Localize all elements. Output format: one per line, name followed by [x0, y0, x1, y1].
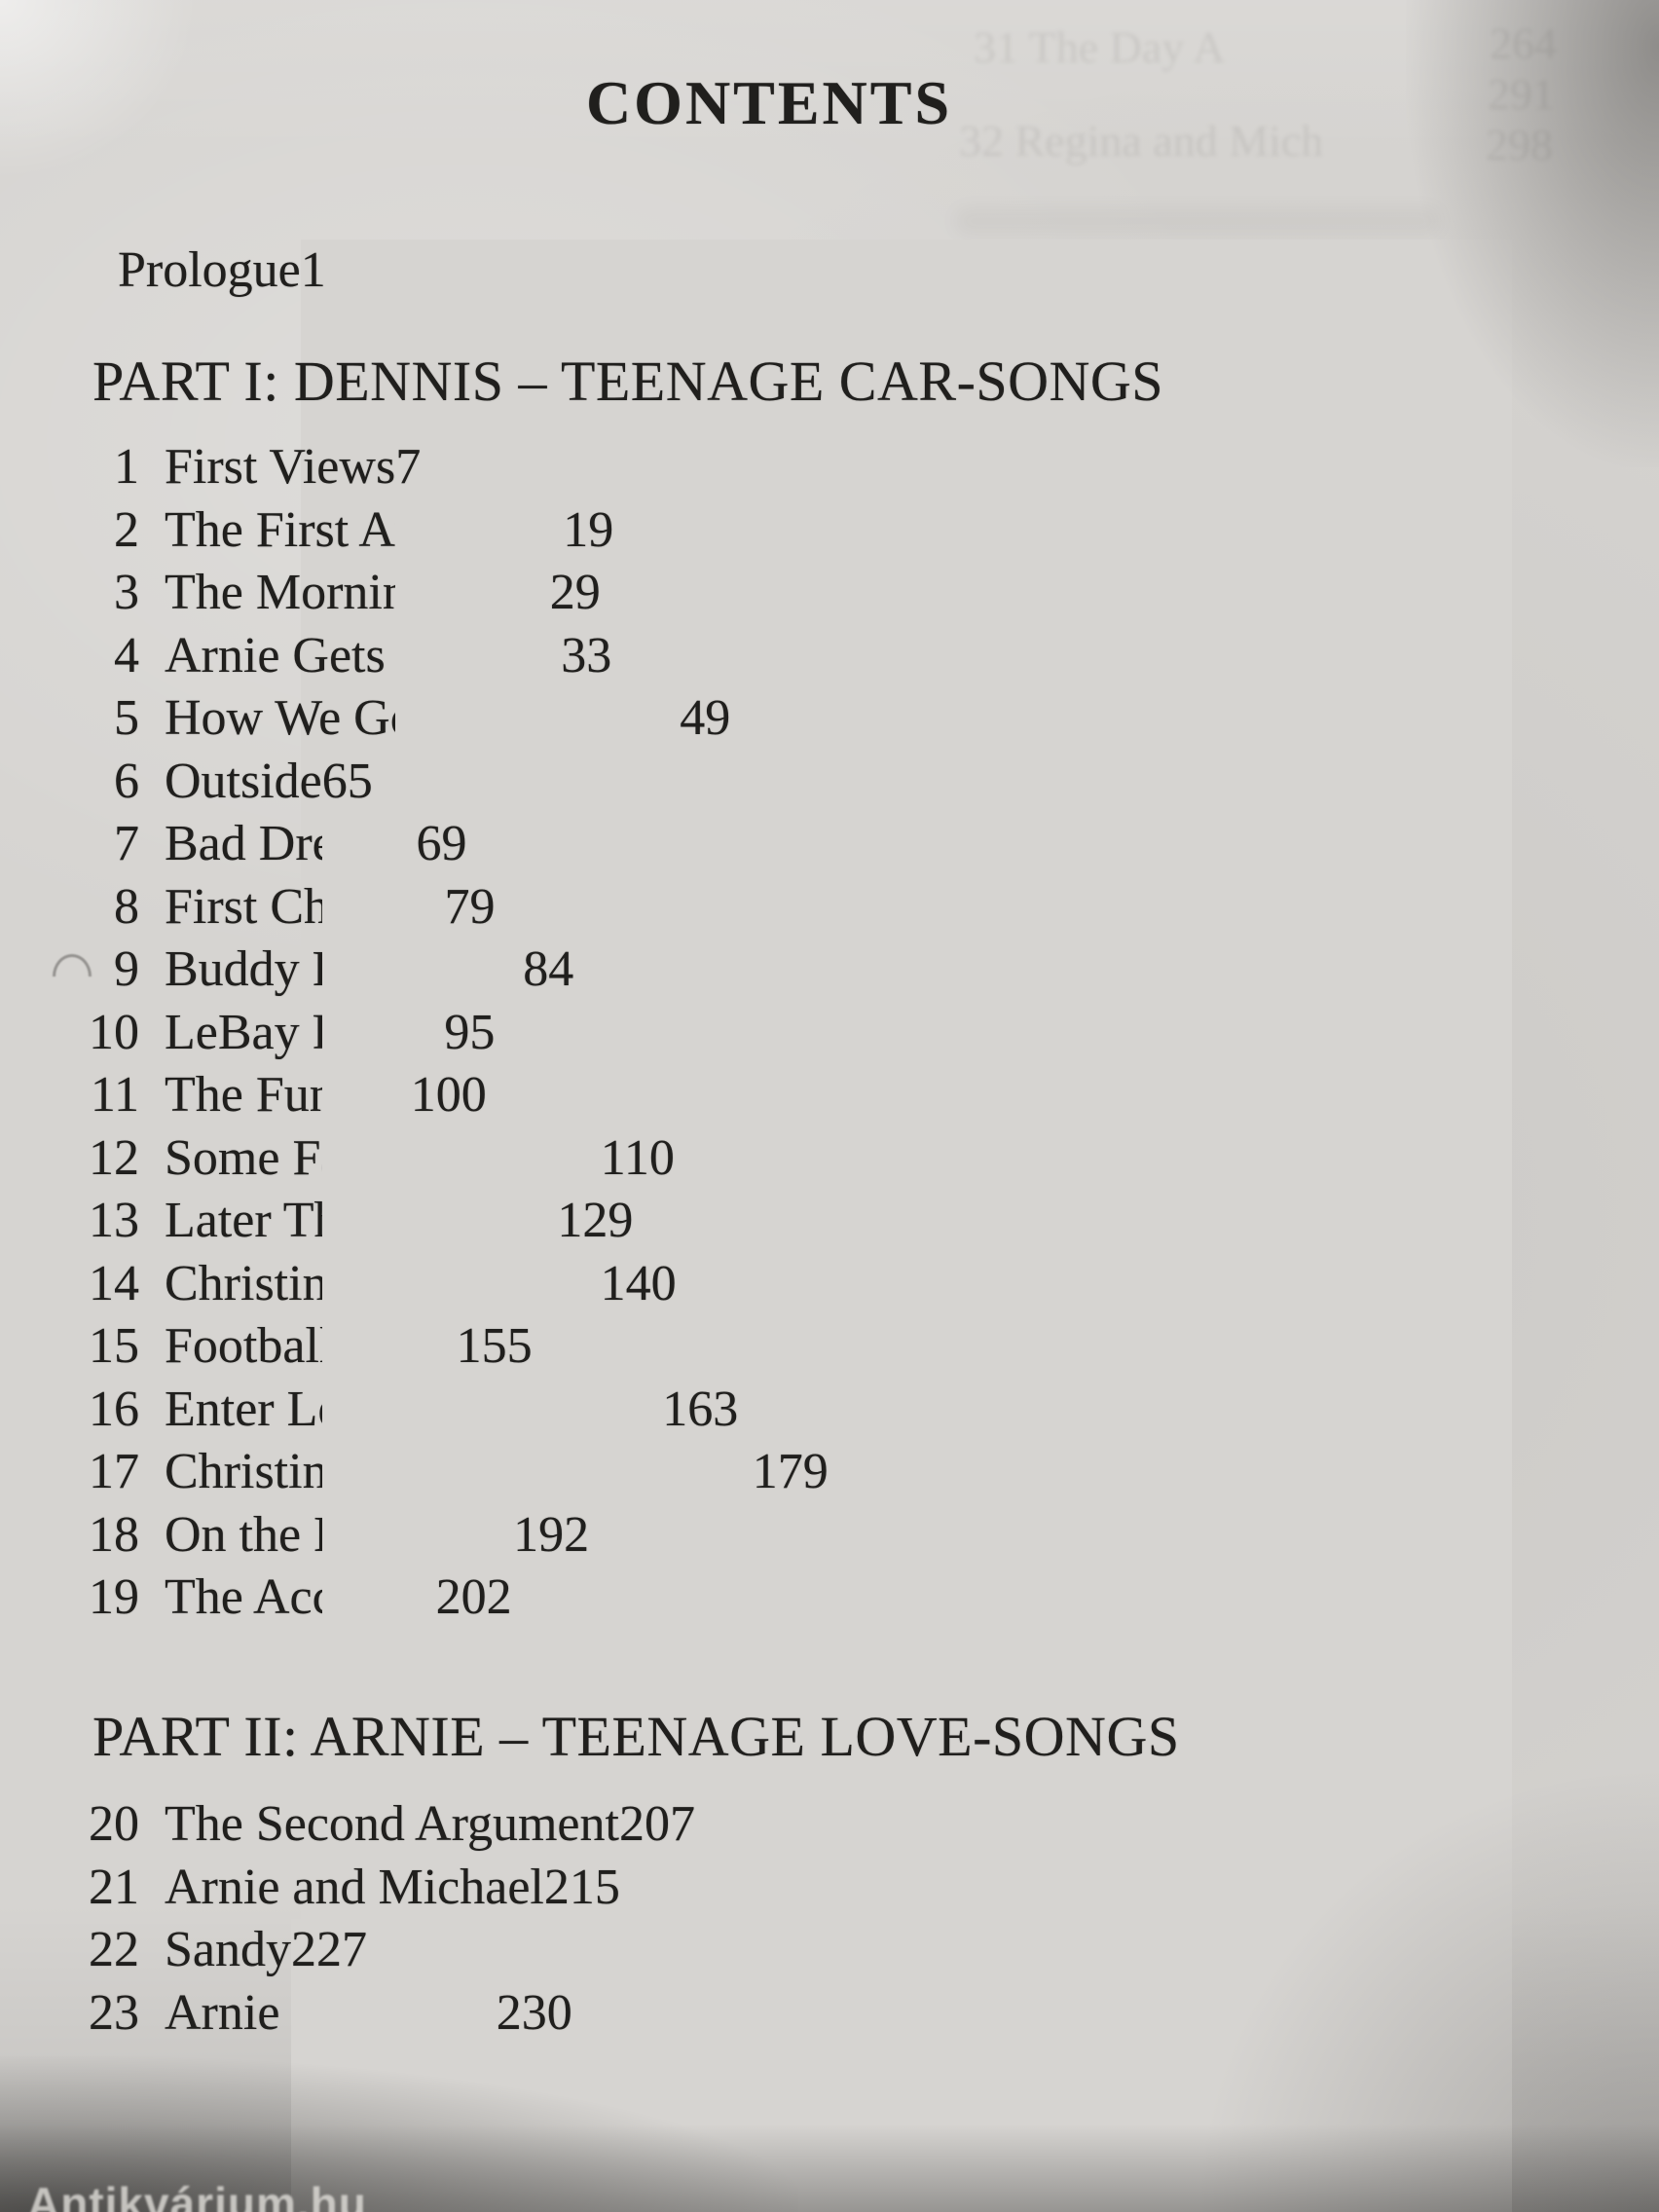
toc-chapter-number: 9 [114, 941, 139, 997]
toc-row: 4 Arnie Gets Married 33 [0, 624, 1659, 2212]
toc-chapter-number: 6 [114, 753, 139, 809]
toc-chapter-number: 19 [89, 1569, 139, 1625]
part-heading: PART I: DENNIS – TEENAGE CAR-SONGS [92, 350, 1164, 413]
page-title: CONTENTS [585, 67, 953, 137]
toc-entry-title: Arnie and Michael [165, 1859, 544, 1915]
toc-chapter-number: 3 [114, 565, 139, 620]
toc-entry-title: Outside [165, 753, 322, 809]
toc-row: 8 First Changes 79 [0, 875, 1659, 2212]
toc-chapter-number: 20 [89, 1796, 139, 1852]
toc-chapter-number: 17 [89, 1444, 139, 1499]
toc-row: 3 The Morning After 29 [0, 562, 1659, 2212]
toc-entry-title: Prologue [118, 242, 301, 298]
toc-chapter-number: 14 [89, 1255, 139, 1311]
toc-row: 19 The Accident 202 [0, 1567, 1659, 2212]
toc-row: 7 Bad Dreams 69 [0, 813, 1659, 2212]
toc-row: 2 The First Argument 19 [0, 498, 1659, 2212]
part-heading: PART II: ARNIE – TEENAGE LOVE-SONGS [92, 1705, 1180, 1768]
toc-row: 20 The Second Argument 207 [0, 1793, 1659, 2212]
toc-entry-title: First Views [165, 439, 396, 495]
toc-list-part-1: 1 First Views 7 2 The First Argument 19 3 The… [0, 436, 1659, 2212]
toc-row: 11 The Funeral 100 [0, 1064, 1659, 2212]
toc-chapter-number: 1 [114, 439, 139, 495]
toc-chapter-number: 11 [90, 1067, 139, 1123]
ghost-bleedthrough-line: 31 The Day A [974, 22, 1226, 72]
toc-list-part-2: 20 The Second Argument 207 21 Arnie and Mic… [0, 1793, 1659, 2212]
toc-chapter-number: 2 [114, 501, 139, 558]
toc-chapter-number: 21 [89, 1859, 139, 1915]
toc-row: 15 Football Woes 155 [0, 1315, 1659, 2212]
toc-chapter-number: 8 [114, 878, 139, 935]
toc-chapter-number: 5 [114, 690, 139, 746]
toc-row: 6 Outside 65 [0, 750, 1659, 2212]
toc-chapter-number: 7 [114, 816, 139, 871]
toc-chapter-number: 23 [89, 1984, 139, 2041]
toc-entry-title: The Second Argument [165, 1796, 619, 1852]
toc-chapter-number: 12 [89, 1129, 139, 1186]
toc-chapter-number: 16 [89, 1381, 139, 1437]
toc-chapter-number: 22 [89, 1922, 139, 1977]
ghost-bleedthrough-number: 264 [1490, 18, 1557, 68]
toc-chapter-number: 18 [89, 1506, 139, 1563]
toc-entry-title: Sandy [165, 1922, 291, 1977]
toc-row: 22 Sandy 227 [0, 1919, 1659, 2212]
toc-chapter-number: 15 [89, 1318, 139, 1374]
watermark-text: Antikvárium.hu [27, 2178, 367, 2212]
toc-row: 10 LeBay Passes 95 [0, 1001, 1659, 2212]
toc-chapter-number: 10 [89, 1004, 139, 1060]
toc-row: 21 Arnie and Michael 215 [0, 1856, 1659, 2212]
toc-chapter-number: 13 [89, 1193, 139, 1248]
toc-row: 1 First Views 7 [0, 436, 1659, 2212]
toc-page-number: 230 [496, 1981, 1512, 2212]
bleedthrough-smudge [954, 206, 1441, 236]
toc-chapter-number: 4 [114, 627, 139, 683]
